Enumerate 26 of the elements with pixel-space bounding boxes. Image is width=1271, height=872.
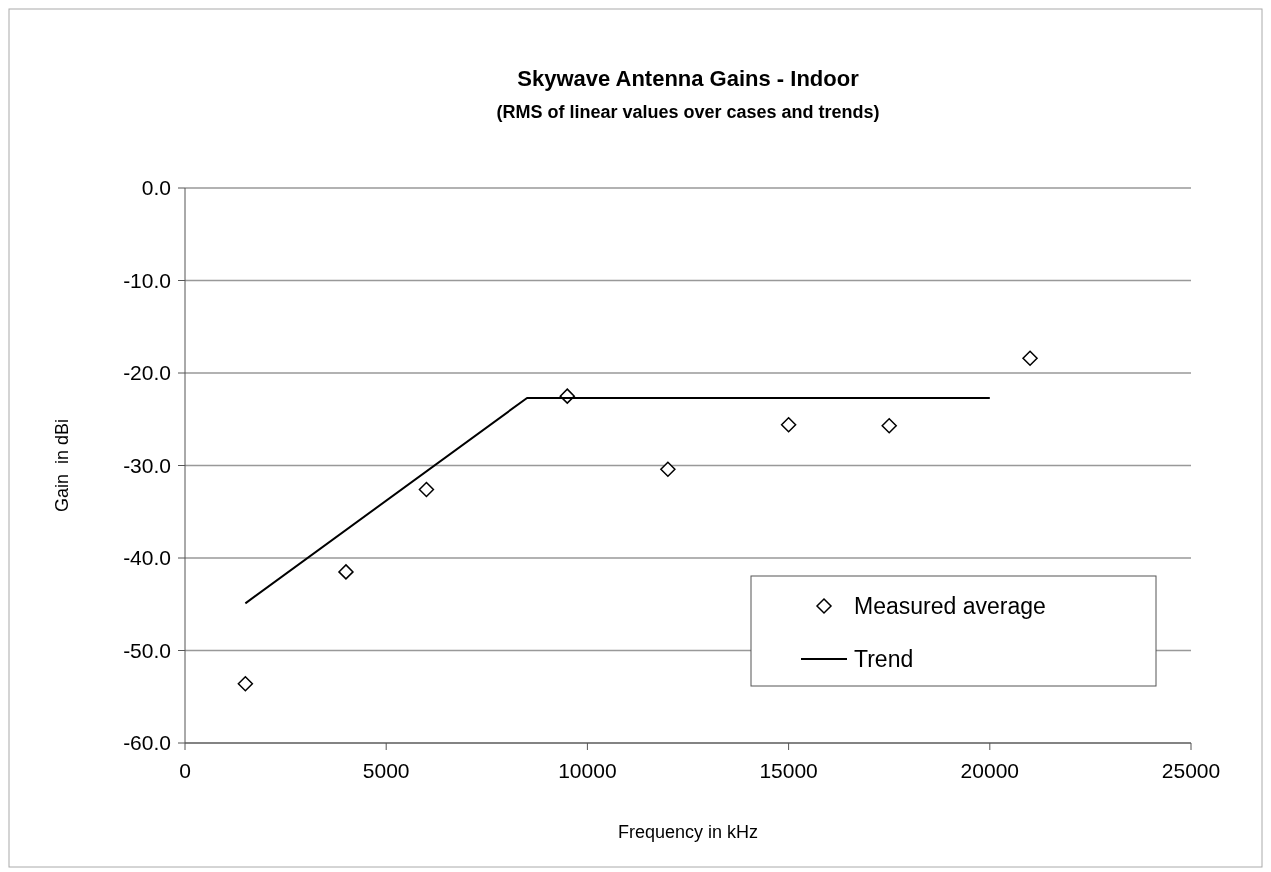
point	[780, 417, 797, 433]
x-tick-label: 25000	[1161, 759, 1221, 782]
x-axis-title: Frequency in kHz	[617, 822, 759, 842]
legend-label: Measured average	[854, 593, 1046, 619]
x-tick-label: 20000	[960, 759, 1019, 782]
y-tick-label: -60.0	[123, 731, 171, 754]
y-tick-label: -30.0	[123, 453, 171, 477]
x-tick-label: 5000	[362, 759, 410, 782]
x-tick-label: 0	[179, 759, 191, 782]
point	[338, 564, 354, 580]
x-tick-label: 10000	[558, 759, 617, 782]
y-tick-label: -10.0	[123, 268, 171, 292]
y-tick-label: 0.0	[141, 176, 171, 199]
point	[1022, 350, 1038, 366]
y-tick-label: -20.0	[123, 361, 171, 384]
y-tick-label: -40.0	[123, 546, 171, 569]
y-axis-title: Gain in dBi	[52, 418, 72, 513]
point	[237, 676, 254, 692]
x-tick-label: 15000	[759, 759, 818, 782]
point	[881, 417, 897, 434]
point	[418, 481, 435, 498]
chart-title: Skywave Antenna Gains - Indoor	[517, 66, 860, 91]
y-tick-label: -50.0	[123, 638, 171, 662]
chart-subtitle: (RMS of linear values over cases and trends)	[496, 102, 880, 122]
legend-label: Trend	[854, 646, 914, 672]
point	[660, 461, 676, 477]
